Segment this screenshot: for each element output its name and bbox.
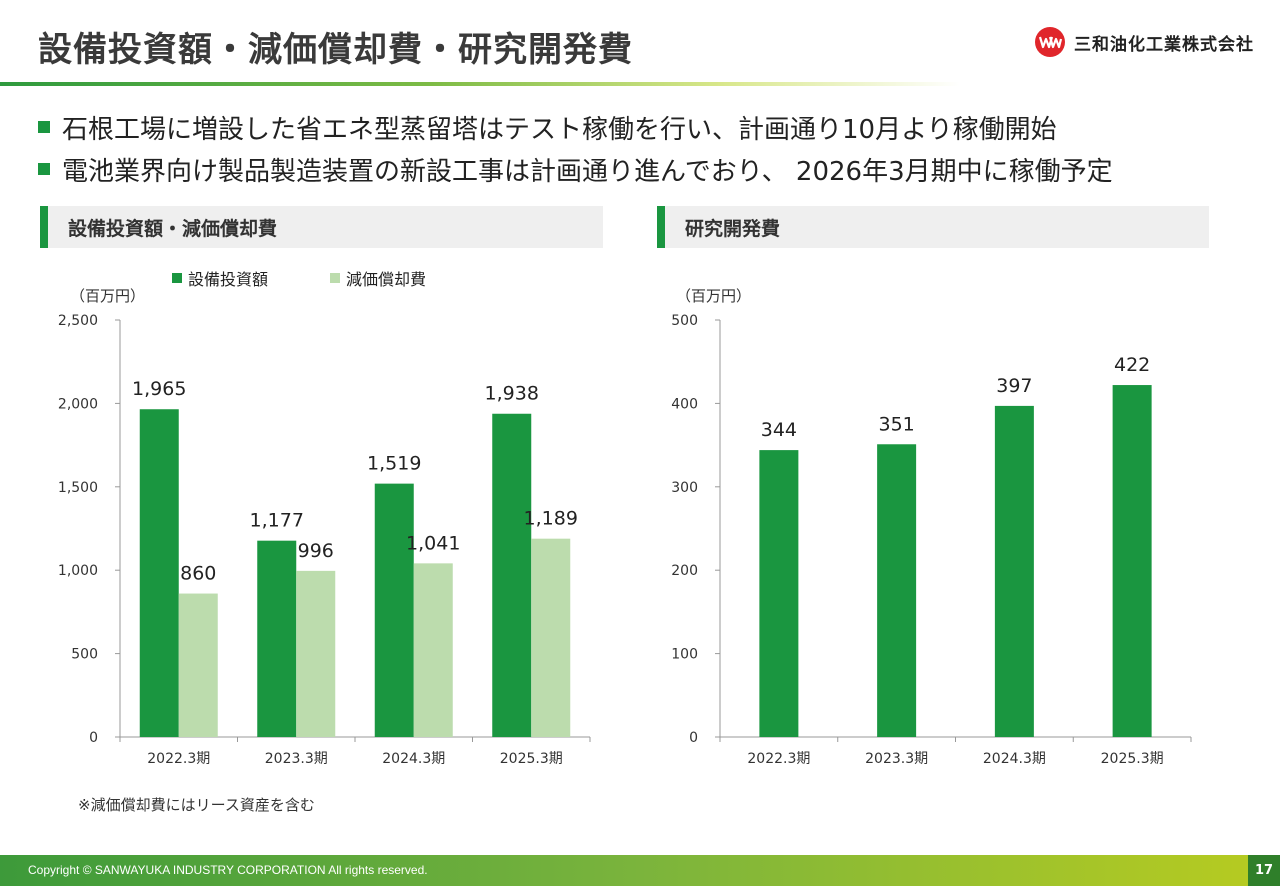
data-label: 344 (761, 419, 797, 441)
bullet-text: 石根工場に増設した省エネ型蒸留塔はテスト稼働を行い、計画通り10月より稼働開始 (62, 114, 1057, 145)
y-tick-label: 400 (671, 396, 698, 412)
title-divider (0, 82, 960, 86)
data-label: 1,965 (132, 378, 186, 400)
footer-bar: Copyright © SANWAYUKA INDUSTRY CORPORATI… (0, 855, 1280, 886)
data-label: 996 (298, 540, 334, 562)
legend-swatch (172, 273, 182, 283)
capex-panel-header: 設備投資額・減価償却費 (40, 206, 603, 248)
bullet-list: 石根工場に増設した省エネ型蒸留塔はテスト稼働を行い、計画通り10月より稼働開始 … (38, 106, 1113, 190)
rnd-panel-header: 研究開発費 (657, 206, 1209, 248)
data-label: 1,519 (367, 453, 421, 475)
y-tick-label: 0 (689, 730, 698, 746)
x-tick-label: 2022.3期 (747, 751, 810, 767)
bullet-marker-icon (38, 163, 50, 175)
x-tick-label: 2023.3期 (265, 751, 328, 767)
x-tick-label: 2024.3期 (382, 751, 445, 767)
x-tick-label: 2022.3期 (147, 751, 210, 767)
legend-item-depreciation: 減価償却費 (330, 266, 426, 290)
data-label: 422 (1114, 354, 1150, 376)
data-label: 351 (878, 413, 914, 435)
y-tick-label: 100 (671, 647, 698, 663)
bullet-marker-icon (38, 121, 50, 133)
company-logo-icon (1035, 27, 1065, 57)
bullet-item: 石根工場に増設した省エネ型蒸留塔はテスト稼働を行い、計画通り10月より稼働開始 (38, 106, 1113, 148)
footnote: ※減価償却費にはリース資産を含む (78, 796, 315, 814)
y-tick-label: 200 (671, 563, 698, 579)
bar-primary (1112, 385, 1152, 737)
data-label: 1,177 (250, 510, 304, 532)
bar-primary (374, 483, 414, 737)
page-title: 設備投資額・減価償却費・研究開発費 (38, 30, 633, 70)
legend-label: 減価償却費 (346, 270, 427, 289)
bullet-text: 電池業界向け製品製造装置の新設工事は計画通り進んでおり、 2026年3月期中に稼… (62, 156, 1113, 187)
data-label: 860 (180, 563, 216, 585)
bar-secondary (296, 570, 336, 737)
legend-swatch (330, 273, 341, 283)
bar-primary (257, 540, 297, 737)
bar-secondary (413, 563, 453, 737)
y-tick-label: 500 (671, 313, 698, 329)
company-name: 三和油化工業株式会社 (1074, 34, 1254, 55)
bar-primary (877, 444, 917, 737)
copyright-text: Copyright © SANWAYUKA INDUSTRY CORPORATI… (28, 863, 428, 877)
page-number: 17 (1248, 855, 1280, 886)
bar-primary (994, 405, 1034, 737)
panel-accent (657, 206, 665, 248)
y-tick-label: 2,500 (58, 313, 98, 329)
capex-chart: 0 500 1,000 1,500 2,000 2,500 2022.3期 2023.3期 20… (58, 313, 591, 767)
x-tick-label: 2025.3期 (1101, 751, 1164, 767)
capex-panel-title: 設備投資額・減価償却費 (68, 217, 278, 240)
data-label: 1,189 (524, 508, 578, 530)
panel-accent (40, 206, 48, 248)
legend-item-capex: 設備投資額 (172, 266, 268, 290)
legend-label: 設備投資額 (188, 270, 269, 289)
capex-unit-label: （百万円） (70, 287, 146, 305)
y-tick-label: 2,000 (58, 396, 98, 412)
bar-primary (492, 413, 532, 737)
y-tick-label: 300 (671, 480, 698, 496)
y-tick-label: 0 (89, 730, 98, 746)
data-label: 1,938 (485, 383, 539, 405)
rnd-unit-label: （百万円） (676, 287, 752, 305)
data-label: 1,041 (406, 532, 460, 554)
data-label: 397 (996, 375, 1032, 397)
y-tick-label: 500 (71, 647, 98, 663)
x-tick-label: 2023.3期 (865, 751, 928, 767)
x-tick-label: 2025.3期 (500, 751, 563, 767)
y-tick-label: 1,500 (58, 480, 98, 496)
bar-secondary (178, 593, 218, 737)
company-logo: 三和油化工業株式会社 (1034, 26, 1254, 58)
capex-legend: 設備投資額 減価償却費 (172, 266, 426, 290)
x-tick-label: 2024.3期 (983, 751, 1046, 767)
bar-primary (759, 450, 799, 737)
rnd-chart: 0 100 200 300 400 500 2022.3期 2023.3期 2024.3期 202… (671, 313, 1192, 767)
rnd-panel-title: 研究開発費 (685, 217, 781, 240)
bullet-item: 電池業界向け製品製造装置の新設工事は計画通り進んでおり、 2026年3月期中に稼… (38, 148, 1113, 190)
y-tick-label: 1,000 (58, 563, 98, 579)
bar-primary (139, 409, 179, 737)
bar-secondary (531, 538, 571, 737)
